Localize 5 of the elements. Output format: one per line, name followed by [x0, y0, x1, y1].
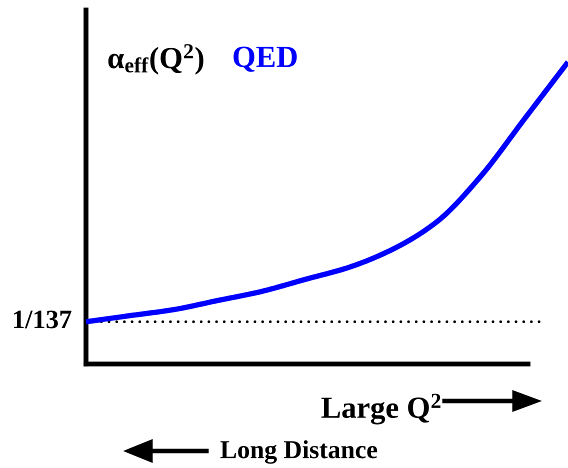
text: QED	[234, 46, 297, 72]
y-axis-title: α$_{eff}$(Q$^{2}$)	[108, 44, 204, 75]
x-axis-title: Large Q$^{2}$	[321, 394, 440, 424]
annotation: 1/137	[14, 310, 72, 328]
text: Long Distance	[220, 440, 378, 464]
